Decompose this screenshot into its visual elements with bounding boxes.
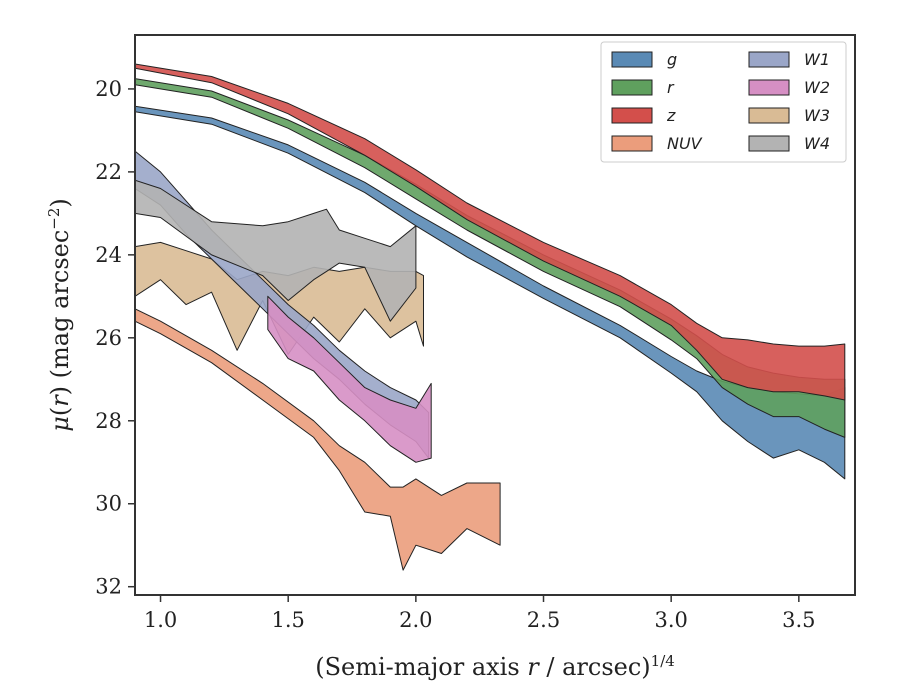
legend: grz NUV W1 W2 W3 W4: [600, 41, 847, 163]
band-nuv: [135, 308, 501, 571]
legend-label-w4: W4: [804, 134, 830, 153]
x-tick-label: 1.5: [271, 608, 304, 632]
plot-frame: [134, 34, 856, 596]
legend-swatch-w3: [748, 107, 790, 124]
legend-swatch-w2: [748, 79, 790, 96]
series-bands: [135, 63, 846, 571]
legend-box: [600, 41, 847, 163]
legend-swatch-w1: [748, 51, 790, 68]
y-tick-label: 24: [95, 243, 122, 267]
legend-label-w2: W2: [804, 78, 830, 97]
x-tick-label: 3.5: [782, 608, 815, 632]
y-axis-label: μ(r) (mag arcsec−2): [45, 198, 74, 432]
y-tick-label: 20: [95, 77, 122, 101]
x-tick-label: 1.0: [144, 608, 177, 632]
legend-label-g: g: [667, 50, 677, 69]
y-tick-label: 30: [95, 492, 122, 516]
x-tick-label: 2.5: [527, 608, 560, 632]
legend-swatch-r: [611, 79, 653, 96]
legend-label-nuv: NUV: [667, 134, 703, 153]
legend-swatch-z: [611, 107, 653, 124]
y-axis: 20 22 24 26 28 30 32: [95, 77, 135, 599]
x-axis: 1.0 1.5 2.0 2.5 3.0 3.5: [144, 595, 816, 632]
x-tick-label: 3.0: [654, 608, 687, 632]
y-tick-label: 26: [95, 326, 122, 350]
legend-label-z: z: [666, 106, 676, 125]
y-tick-label: 22: [95, 160, 122, 184]
x-tick-label: 2.0: [399, 608, 432, 632]
band-w2: [267, 295, 432, 463]
legend-swatch-g: [611, 51, 653, 68]
legend-label-w1: W1: [804, 50, 830, 69]
legend-label-w3: W3: [804, 106, 830, 125]
x-axis-label: (Semi-major axis r / arcsec)1/4: [315, 652, 675, 681]
legend-label-r: r: [667, 78, 675, 97]
band-g: [135, 105, 846, 480]
band-w4: [135, 179, 417, 322]
y-tick-label: 32: [95, 575, 122, 599]
legend-swatch-nuv: [611, 135, 653, 152]
band-z: [135, 63, 846, 401]
legend-swatch-w4: [748, 135, 790, 152]
y-tick-label: 28: [95, 409, 122, 433]
